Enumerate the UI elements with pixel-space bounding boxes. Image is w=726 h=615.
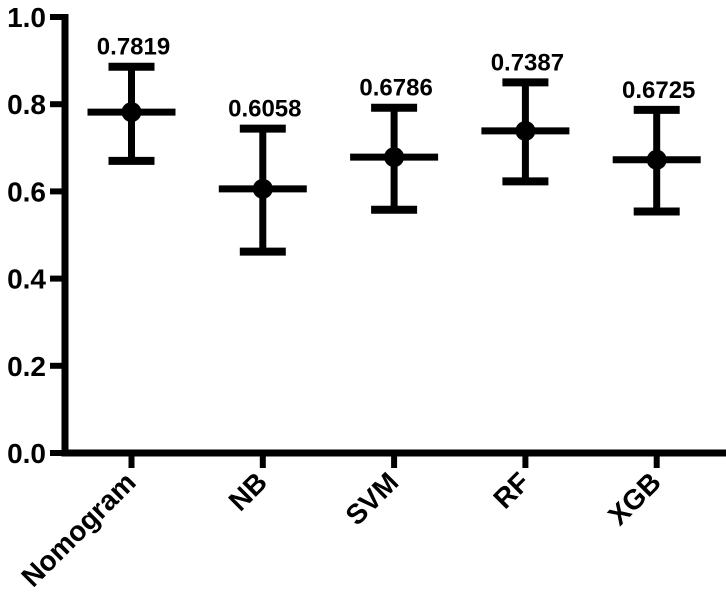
y-tick-label: 0.6	[7, 176, 46, 207]
x-category-label: SVM	[340, 466, 405, 531]
value-label: 0.7387	[491, 49, 564, 76]
mean-marker	[384, 147, 405, 168]
x-category-label: NB	[223, 466, 274, 517]
x-category-label: Nomogram	[15, 466, 141, 592]
y-tick-label: 0.8	[7, 89, 46, 120]
x-category-label: XGB	[602, 466, 667, 531]
mean-marker	[121, 102, 142, 123]
value-label: 0.6058	[228, 96, 301, 123]
y-tick-label: 0.0	[7, 438, 46, 469]
mean-marker	[646, 149, 667, 170]
x-category-label: RF	[487, 466, 535, 514]
y-tick-label: 0.2	[7, 351, 46, 382]
value-label: 0.6786	[359, 75, 432, 102]
mean-marker	[252, 178, 273, 199]
value-label: 0.6725	[622, 77, 695, 104]
y-tick-label: 0.4	[7, 264, 46, 295]
y-tick-label: 1.0	[7, 2, 46, 33]
mean-marker	[515, 120, 536, 141]
value-label: 0.7819	[97, 34, 170, 61]
